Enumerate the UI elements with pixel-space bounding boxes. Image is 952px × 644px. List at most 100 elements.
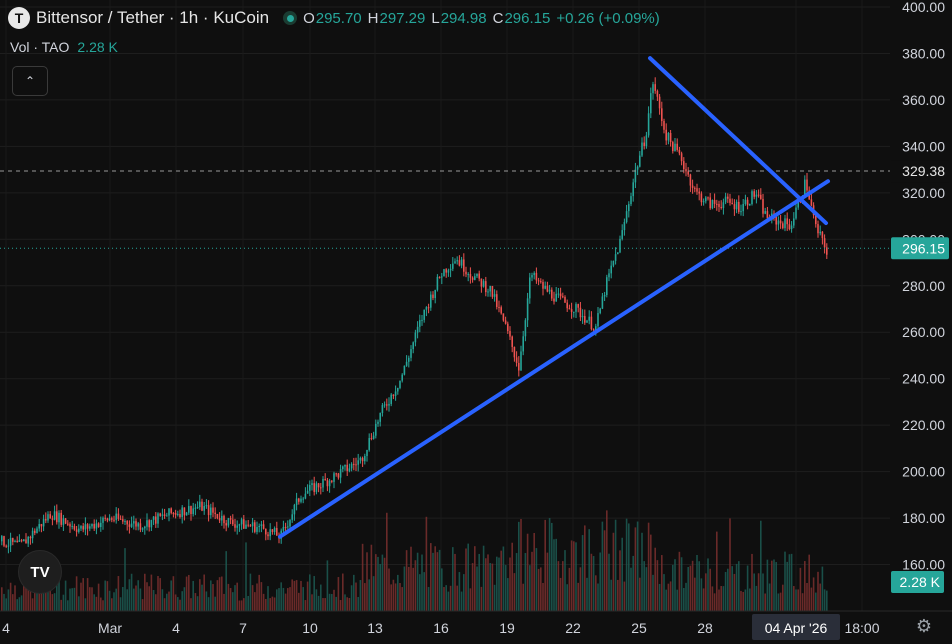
volume-bar [392,579,395,611]
market-status-icon[interactable] [283,11,298,25]
candle [623,222,626,231]
volume-bar [282,587,285,611]
candle [485,281,487,293]
volume-bar [232,592,234,611]
symbol-logo-icon[interactable]: T [8,7,30,29]
candle [746,199,749,206]
volume-bar [410,546,412,611]
volume-bar [438,549,441,611]
candle [779,220,782,224]
candle [104,517,106,519]
volume-bar [755,585,758,611]
candle [645,135,648,146]
candle [513,346,516,358]
volume-bar [568,567,571,611]
gear-icon[interactable]: ⚙ [915,615,933,636]
candle [445,269,447,273]
candle [339,469,342,478]
candle [379,412,381,422]
volume-bar [694,577,696,611]
volume-bar [650,534,652,611]
candle [42,519,45,527]
volume-bar [284,593,287,611]
volume-bar [408,566,410,611]
tradingview-logo-icon[interactable]: TV [18,550,62,594]
volume-bar [619,550,621,611]
volume-bar [502,546,505,611]
candle [183,507,186,516]
volume-bar [56,574,58,611]
candle [460,259,463,266]
volume-bar [322,598,324,611]
candle [478,273,480,279]
candle [390,394,392,404]
candle [309,485,311,491]
volume-bar [269,598,271,611]
volume-bar [29,579,32,611]
volume-bar [452,547,454,611]
candle [62,518,65,525]
volume-bar [423,572,425,611]
candle [504,320,507,324]
volume-bar [397,574,399,611]
trendline-descending-resistance [648,56,828,226]
volume-bar [687,567,689,611]
candle [718,203,720,207]
volume-bar [192,580,194,611]
volume-bar [636,521,639,611]
volume-bar [177,597,179,611]
volume-bar [553,539,555,611]
volume-bar [100,597,102,611]
candle [331,480,333,482]
volume-bar [291,579,293,611]
chevron-up-icon[interactable]: ⌃ [12,66,48,96]
candle [731,202,733,205]
candle [1,536,3,542]
volume-bar [456,585,458,611]
candle [815,215,817,225]
volume-bar [729,518,731,611]
volume-bar [757,573,760,611]
candle [474,276,476,280]
candle [304,493,307,499]
candle [45,519,47,521]
candle [412,342,414,350]
price-tick-label: 320.00 [902,185,945,201]
last-price-badge [891,237,949,260]
volume-bar [504,565,507,611]
candle [500,307,502,314]
candle [333,473,335,482]
candle [236,525,238,528]
candle [647,113,650,136]
candle [575,304,577,312]
volume-bar [245,542,247,611]
volume-bar [179,599,181,611]
price-tick-label: 180.00 [902,510,945,526]
volume-bar [460,591,463,611]
volume-bar [60,599,62,611]
candle [102,517,104,523]
volume-bar [793,586,795,611]
candle [269,529,271,537]
candle [548,289,551,292]
volume-bar [280,582,282,611]
volume-bar [806,582,808,611]
date-badge [752,614,840,640]
candle [559,293,562,297]
volume-bar [463,574,465,611]
symbol-title[interactable]: Bittensor / Tether · 1h · KuCoin [36,8,270,27]
time-tick-label: 18:00 [844,620,879,636]
candle [564,296,566,303]
candle [249,525,252,527]
volume-legend[interactable]: Vol · TAO 2.28 K [10,39,118,55]
candle [469,274,472,278]
volume-bar [152,589,155,611]
candle [797,199,799,208]
volume-bar [821,566,824,611]
volume-bar [643,561,645,611]
candle [621,230,623,239]
candle [689,174,692,186]
candle [535,272,538,281]
volume-bar [75,576,78,611]
